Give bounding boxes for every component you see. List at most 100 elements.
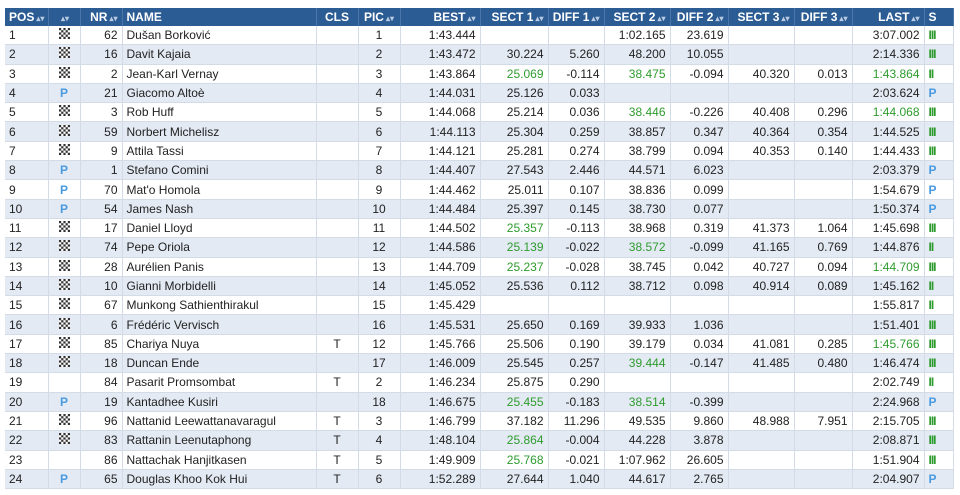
cell: 44.571 <box>604 160 671 181</box>
sort-arrow: ▴▾ <box>109 14 118 23</box>
result-row[interactable]: 11 17 Daniel Lloyd 11 1:44.502 25.357 -0.113 38… <box>5 218 954 239</box>
cell: Davit Kajaia <box>122 44 317 65</box>
cell: 11.296 <box>548 411 605 432</box>
cell: -0.114 <box>548 64 605 84</box>
cell-text: 0.036 <box>569 105 600 120</box>
cell-text: 0.169 <box>569 317 600 332</box>
result-row[interactable]: 23 86 Nattachak Hanjitkasen T 5 1:49.909 25.76… <box>5 450 954 470</box>
cell: 25.397 <box>480 199 549 219</box>
column-header[interactable]: NAME <box>122 8 317 26</box>
result-row[interactable]: 21 96 Nattanid Leewattanavaragul T 3 1:46.799… <box>5 411 954 432</box>
column-header[interactable]: DIFF 3 ▴▾ <box>794 8 853 26</box>
result-row[interactable]: 20 P 19 Kantadhee Kusiri 18 1:46.675 25.455 -0.… <box>5 392 954 412</box>
column-header[interactable]: ▴▾ <box>48 8 81 26</box>
cell: Jean-Karl Vernay <box>122 64 317 84</box>
cell: 1:44.502 <box>400 218 481 239</box>
result-row[interactable]: 8 P 1 Stefano Comini 8 1:44.407 27.543 2.446 44.… <box>5 160 954 181</box>
cell: 21 <box>80 83 123 104</box>
cell-text: 38.836 <box>628 182 666 197</box>
cell-text: 16 <box>9 317 23 332</box>
cell <box>794 450 853 470</box>
result-row[interactable]: 15 67 Munkong Sathienthirakul 15 1:45.429 1:5… <box>5 295 954 316</box>
column-header[interactable]: DIFF 1 ▴▾ <box>548 8 605 26</box>
cell-text: 2:15.705 <box>872 414 920 429</box>
result-row[interactable]: 3 2 Jean-Karl Vernay 3 1:43.864 25.069 -0.114 3… <box>5 64 954 84</box>
cell: 2:04.907 <box>852 469 925 490</box>
column-header[interactable]: S <box>924 8 954 26</box>
cell-text: 39.933 <box>628 317 666 332</box>
cell: 1:45.766 <box>400 334 481 355</box>
cell: 19 <box>5 372 49 393</box>
cell-text: 44.571 <box>628 163 666 178</box>
cell <box>316 44 359 65</box>
checkered-flag <box>58 279 70 290</box>
result-row[interactable]: 2 16 Davit Kajaia 2 1:43.472 30.224 5.260 48.20… <box>5 44 954 65</box>
result-row[interactable]: 16 6 Frédéric Vervisch 16 1:45.531 25.650 0.16… <box>5 314 954 335</box>
result-row[interactable]: 4 P 21 Giacomo Altoè 4 1:44.031 25.126 0.033 2:0… <box>5 83 954 104</box>
result-row[interactable]: 9 P 70 Mat'o Homola 9 1:44.462 25.011 0.107 38.8… <box>5 179 954 200</box>
column-header[interactable]: CLS <box>316 8 359 26</box>
sort-arrow: ▴▾ <box>781 14 790 23</box>
cell: 25.304 <box>480 121 549 142</box>
cell: 9 <box>5 179 49 200</box>
result-row[interactable]: 14 10 Gianni Morbidelli 14 1:45.052 25.536 0.1… <box>5 276 954 297</box>
cell: 19 <box>80 392 123 412</box>
sort-arrow: ▴▾ <box>715 14 724 23</box>
cell-text: 15 <box>9 298 23 313</box>
cell <box>670 372 729 393</box>
result-row[interactable]: 17 85 Chariya Nuya T 12 1:45.766 25.506 0.190 39… <box>5 334 954 355</box>
cell <box>316 314 359 335</box>
column-header[interactable]: BEST ▴▾ <box>400 8 481 26</box>
cell-text: 3.878 <box>693 433 724 448</box>
column-header[interactable]: SECT 3 ▴▾ <box>728 8 795 26</box>
cell-text: 17 <box>104 221 118 236</box>
cell: 30.224 <box>480 44 549 65</box>
result-row[interactable]: 7 9 Attila Tassi 7 1:44.121 25.281 0.274 38.799… <box>5 141 954 162</box>
result-row[interactable]: 12 74 Pepe Oriola 12 1:44.586 25.139 -0.022 38.… <box>5 237 954 258</box>
column-header[interactable]: SECT 1 ▴▾ <box>480 8 549 26</box>
cell: 1:46.234 <box>400 372 481 393</box>
cell: 59 <box>80 121 123 142</box>
column-header[interactable]: LAST ▴▾ <box>852 8 925 26</box>
cell: 1:44.407 <box>400 160 481 181</box>
column-header[interactable]: DIFF 2 ▴▾ <box>670 8 729 26</box>
result-row[interactable]: 6 59 Norbert Michelisz 6 1:44.113 25.304 0.259… <box>5 121 954 142</box>
cell-text: 1:54.679 <box>872 182 920 197</box>
result-row[interactable]: 5 3 Rob Huff 5 1:44.068 25.214 0.036 38.446 -0.2… <box>5 102 954 123</box>
cell-text: 1:45.766 <box>872 336 920 351</box>
cell <box>316 64 359 84</box>
cell-text: 16 <box>372 317 386 332</box>
cell: P <box>48 83 81 104</box>
result-row[interactable]: 1 62 Dušan Borković 1 1:43.444 1:02.165 23.619… <box>5 26 954 46</box>
result-row[interactable]: 13 28 Aurélien Panis 13 1:44.709 25.237 -0.028… <box>5 257 954 277</box>
column-header[interactable]: SECT 2 ▴▾ <box>604 8 671 26</box>
column-header[interactable]: PIC ▴▾ <box>358 8 401 26</box>
result-row[interactable]: 10 P 54 James Nash 10 1:44.484 25.397 0.145 38.7… <box>5 199 954 219</box>
cell-text: -0.399 <box>689 394 724 409</box>
cell: 0.099 <box>670 179 729 200</box>
cell-text: Douglas Khoo Kok Hui <box>126 471 248 486</box>
cell: 1:52.289 <box>400 469 481 490</box>
cell-text: 1:07.962 <box>618 452 666 467</box>
cell-text: 1:44.407 <box>428 163 476 178</box>
cell: Giacomo Altoè <box>122 83 317 104</box>
cell: 1:43.472 <box>400 44 481 65</box>
cell: 1:44.433 <box>852 141 925 162</box>
cell: 1:51.904 <box>852 450 925 470</box>
cell-text: 41.485 <box>752 356 790 371</box>
cell-text: -0.147 <box>689 356 724 371</box>
cell-text: 38.446 <box>628 105 666 120</box>
cell-text: III <box>928 28 937 43</box>
cell-text: III <box>928 414 937 429</box>
result-row[interactable]: 19 84 Pasarit Promsombat T 2 1:46.234 25.875 0.… <box>5 372 954 393</box>
cell-text: 38.712 <box>628 279 666 293</box>
column-header[interactable]: NR ▴▾ <box>80 8 123 26</box>
cell: 96 <box>80 411 123 432</box>
result-row[interactable]: 22 83 Rattanin Leenutaphong T 4 1:48.104 25.86… <box>5 430 954 451</box>
cell: 27.644 <box>480 469 549 490</box>
result-row[interactable]: 18 18 Duncan Ende 17 1:46.009 25.545 0.257 39.4… <box>5 353 954 374</box>
cell-text: -0.094 <box>689 66 724 81</box>
cell-text: -0.114 <box>566 66 600 81</box>
result-row[interactable]: 24 P 65 Douglas Khoo Kok Hui T 6 1:52.289 27.64… <box>5 469 954 490</box>
column-header[interactable]: POS ▴▾ <box>5 8 49 26</box>
